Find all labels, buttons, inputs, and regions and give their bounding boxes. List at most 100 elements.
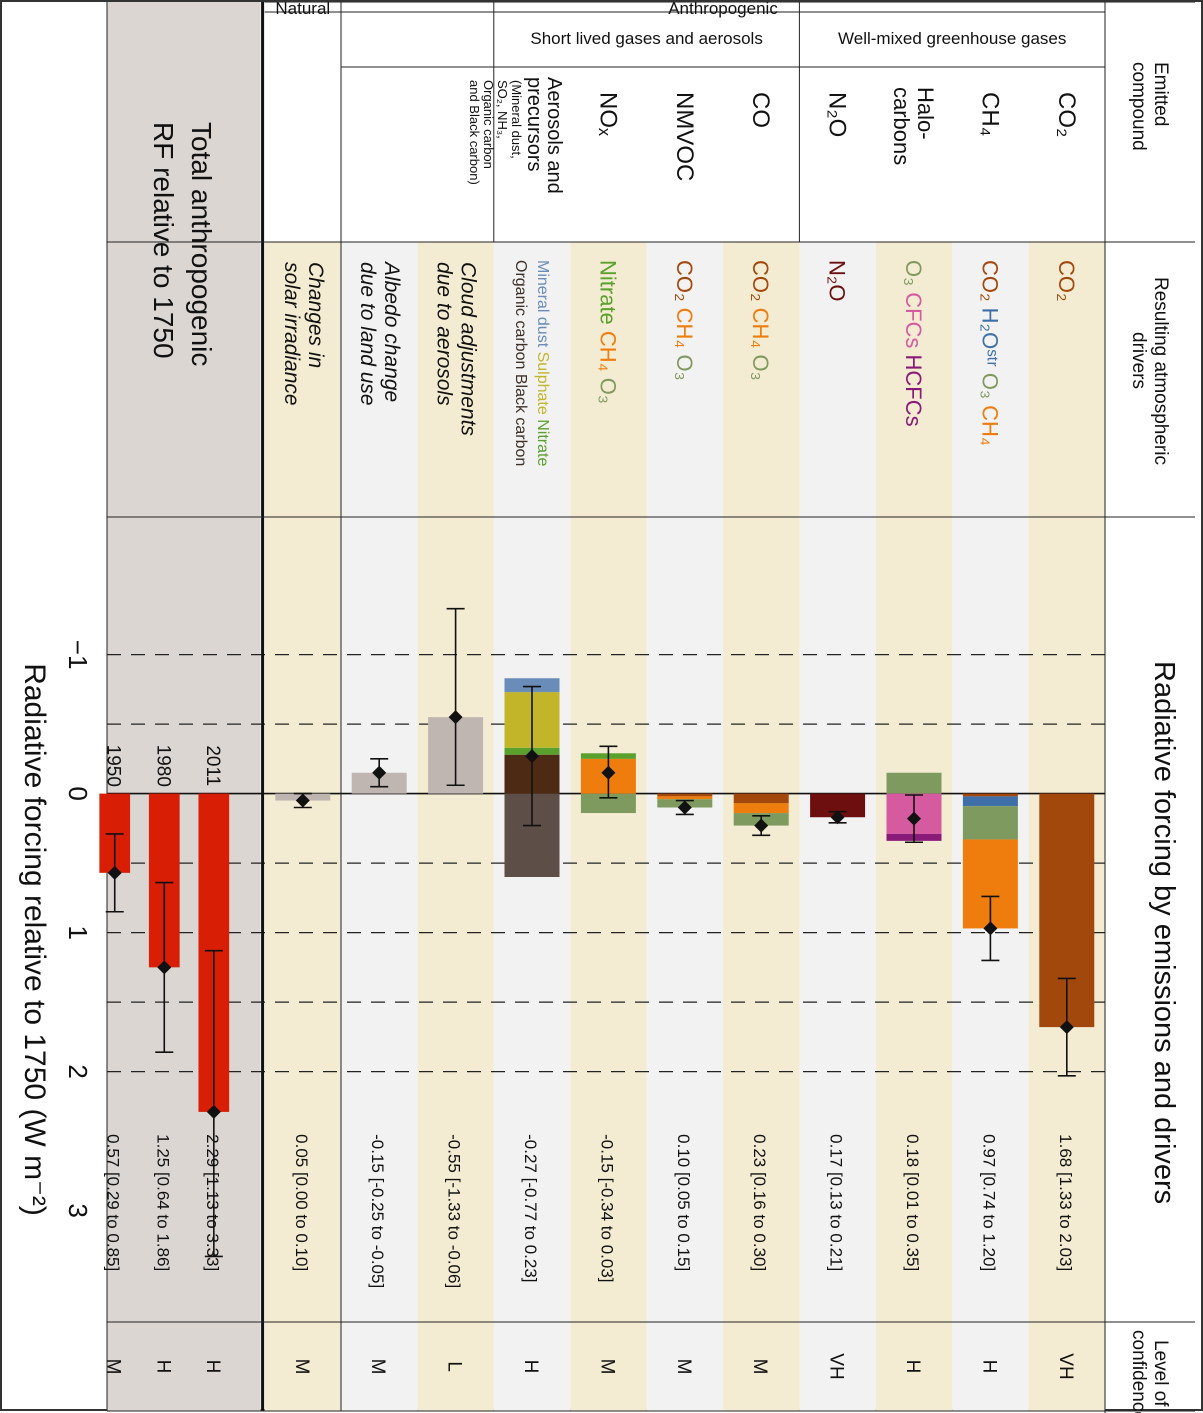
value-label: 1.25 [0.64 to 1.86]	[153, 1134, 172, 1271]
value-label: 0.23 [0.16 to 0.30]	[750, 1134, 769, 1271]
value-label: 0.97 [0.74 to 1.20]	[979, 1134, 998, 1271]
compound-label: Halo-	[913, 87, 938, 140]
best-estimate-marker	[295, 793, 310, 808]
confidence-label: H	[520, 1360, 541, 1374]
compound-note: and Black carbon)	[467, 80, 482, 185]
compound-cell	[722, 67, 800, 242]
total-bar	[148, 793, 180, 968]
best-estimate-marker	[206, 1104, 221, 1119]
compound-label: NOₓ	[594, 92, 621, 136]
confidence-label: H	[978, 1360, 999, 1374]
driver-label: Mineral dust Sulphate Nitrate	[534, 260, 551, 466]
group-well-mixed: Well-mixed greenhouse gases	[838, 29, 1066, 48]
driver-label: Albedo change	[380, 260, 403, 402]
row-band	[646, 242, 723, 1411]
driver-label: Cloud adjustments	[457, 262, 480, 436]
x-tick-label: 1	[63, 925, 93, 939]
forcing-bar-segment	[962, 793, 1018, 797]
best-estimate-marker	[448, 710, 463, 725]
forcing-bar-segment	[962, 806, 1018, 840]
compound-cell	[952, 67, 1029, 242]
value-label: 0.18 [0.01 to 0.35]	[903, 1134, 922, 1271]
x-tick-label: 3	[63, 1203, 93, 1217]
value-label: -0.27 [-0.77 to 0.23]	[521, 1134, 540, 1282]
driver-label: CO₂ H₂Oˢᵗʳ O₃ CH₄	[977, 260, 1002, 446]
year-label: 1980	[152, 745, 173, 787]
confidence-label: M	[291, 1359, 312, 1375]
value-label: 0.17 [0.13 to 0.21]	[827, 1134, 846, 1271]
confidence-label: M	[367, 1359, 388, 1375]
forcing-bar-segment	[733, 793, 789, 804]
x-axis-label: Radiative forcing relative to 1750 (W m⁻…	[18, 663, 51, 1216]
forcing-bar-segment	[580, 793, 636, 814]
driver-label: Organic carbon Black carbon	[512, 260, 529, 466]
value-label: 1.68 [1.33 to 2.03]	[1056, 1134, 1075, 1271]
compound-label: CO	[747, 92, 774, 128]
emitted-compound-label: compound	[1128, 62, 1149, 151]
row-band	[341, 242, 418, 1411]
driver-label: Nitrate CH₄ O₃	[595, 260, 620, 404]
driver-label: Changes in	[304, 262, 327, 368]
confidence-label: M	[673, 1359, 694, 1375]
best-estimate-marker	[907, 811, 921, 826]
confidence-label: M	[596, 1359, 617, 1375]
emitted-compound-label: Emitted	[1150, 62, 1171, 126]
group-anthropogenic: Anthropogenic	[668, 2, 778, 18]
compound-cell	[1028, 67, 1105, 242]
best-estimate-marker	[754, 818, 769, 833]
group-natural: Natural	[275, 2, 330, 18]
confidence-label: H	[202, 1360, 223, 1374]
row-band	[570, 242, 647, 1411]
value-label: 0.57 [0.29 to 0.85]	[104, 1134, 123, 1271]
forcing-bar-segment	[657, 796, 713, 800]
driver-label: CO₂ CH₄ O₃	[748, 260, 773, 381]
compound-note: SO₂, NH₃,	[495, 80, 510, 139]
value-label: -0.55 [-1.33 to -0.06]	[445, 1134, 464, 1288]
confidence-label: L	[444, 1361, 465, 1372]
compound-label: carbons	[889, 87, 914, 165]
group-short-lived: Short lived gases and aerosols	[530, 29, 762, 48]
best-estimate-marker	[601, 765, 616, 780]
compound-cell	[799, 67, 876, 242]
resulting-drivers-label: Resulting atmospheric	[1150, 277, 1171, 465]
total-confidence-cell	[106, 1322, 261, 1411]
driver-label: due to aerosols	[433, 262, 456, 406]
confidence-header: Level of	[1150, 1340, 1171, 1407]
confidence-label: H	[152, 1360, 173, 1374]
confidence-header: confidence	[1128, 1330, 1149, 1413]
year-label: 2011	[202, 745, 223, 786]
confidence-label: M	[103, 1359, 124, 1375]
total-label: Total anthropogenic	[186, 122, 217, 366]
compound-note: Organic carbon	[481, 80, 496, 169]
x-tick-label: 2	[63, 1064, 93, 1078]
driver-label: CO₂	[1054, 260, 1079, 302]
best-estimate-marker	[525, 749, 539, 764]
confidence-label: H	[902, 1360, 923, 1374]
driver-label: N₂O	[825, 260, 850, 302]
confidence-label: M	[749, 1359, 770, 1375]
year-label: 1950	[103, 745, 124, 787]
forcing-bar-segment	[657, 793, 713, 797]
compound-label: Aerosols and	[543, 77, 565, 194]
compound-label: N₂O	[824, 92, 851, 137]
forcing-bar-segment	[810, 793, 866, 818]
x-tick-label: −1	[63, 640, 93, 670]
forcing-bar-segment	[733, 803, 789, 814]
value-label: 0.10 [0.05 to 0.15]	[674, 1134, 693, 1271]
confidence-label: VH	[826, 1353, 847, 1379]
value-label: 0.05 [0.00 to 0.10]	[292, 1134, 311, 1271]
best-estimate-marker	[157, 960, 172, 975]
value-label: 2.29 [1.13 to 3.33]	[203, 1134, 222, 1271]
forcing-bar-segment	[962, 839, 1018, 929]
best-estimate-marker	[677, 800, 692, 815]
forcing-bar-segment	[504, 793, 560, 877]
compound-cell	[570, 67, 647, 242]
forcing-bar-segment	[504, 678, 560, 693]
row-band	[264, 242, 341, 1411]
row-band	[417, 242, 494, 1411]
compound-cell	[493, 67, 571, 242]
forcing-bar-segment	[962, 796, 1018, 807]
resulting-drivers-label: drivers	[1128, 332, 1149, 389]
